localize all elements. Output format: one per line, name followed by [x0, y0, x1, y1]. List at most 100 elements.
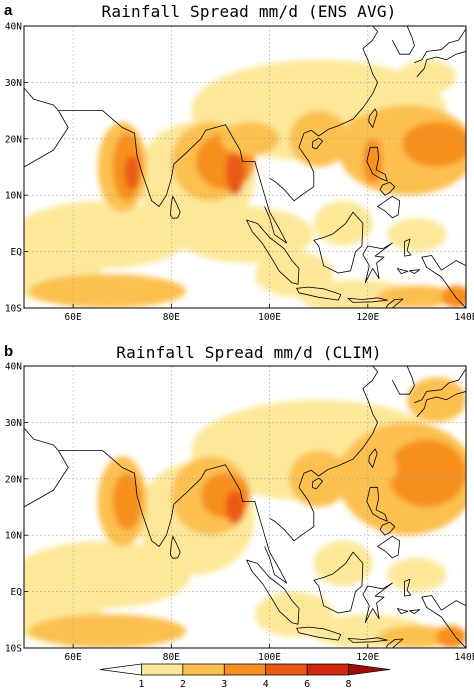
rainfall-patch — [220, 121, 280, 156]
island-outline — [404, 238, 412, 257]
rainfall-patch — [387, 557, 447, 592]
island-outline — [411, 307, 451, 308]
rainfall-patch — [225, 150, 245, 196]
island-outline — [385, 298, 404, 308]
rainfall-patch — [387, 217, 447, 252]
rainfall-patch — [313, 540, 373, 586]
island-outline — [396, 608, 409, 614]
island-outline — [313, 211, 364, 274]
coastline — [58, 450, 288, 584]
lon-tick-label: 100E — [258, 312, 281, 323]
rainfall-patch — [387, 439, 466, 507]
coastline — [414, 28, 466, 64]
rainfall-patch — [124, 155, 140, 190]
panel-b-letter: b — [4, 343, 14, 360]
coastlines — [24, 26, 466, 308]
coastline — [269, 366, 378, 542]
coastline — [58, 110, 288, 244]
lat-tick-label: 20N — [5, 474, 22, 485]
lat-tick-label: EQ — [11, 587, 23, 598]
rainfall-patch — [112, 473, 142, 530]
island-outline — [311, 477, 323, 490]
colorbar-swatch — [265, 663, 308, 676]
colorbar: 1 2 3 4 6 8 — [99, 663, 391, 690]
colorbar-swatch — [223, 663, 267, 676]
lat-tick-label: 20N — [5, 134, 22, 145]
island-outline — [379, 181, 396, 196]
rainfall-patch — [377, 625, 457, 648]
coastline — [391, 26, 415, 55]
island-outline — [379, 521, 396, 536]
island-outline — [313, 551, 364, 614]
panel-b-map: 60E 80E 100E 120E 140E 40N 30N 20N 10N EQ 10S — [5, 362, 474, 664]
lon-tick-label: 140E — [455, 312, 474, 323]
coastline — [416, 42, 466, 78]
island-outline — [385, 638, 404, 648]
island-outline — [170, 195, 181, 219]
island-outline — [362, 582, 393, 623]
lon-tick-label: 140E — [455, 652, 474, 663]
colorbar-label: 4 — [263, 679, 269, 690]
island-outline — [421, 595, 466, 648]
colorbar-swatch — [141, 663, 184, 676]
coastline — [24, 427, 69, 508]
panel-a-letter: a — [4, 2, 13, 19]
rainfall-patch — [289, 110, 349, 167]
lat-tick-label: 40N — [5, 22, 22, 33]
lat-tick-label: 30N — [5, 418, 22, 429]
coastlines — [24, 366, 466, 648]
lon-tick-label: 80E — [163, 652, 180, 663]
island-outline — [409, 609, 421, 614]
island-outline — [296, 626, 342, 641]
coastline — [269, 26, 378, 202]
rainfall-patch — [362, 138, 383, 184]
colorbar-label: 8 — [346, 679, 352, 690]
map-frame — [23, 25, 467, 309]
island-outline — [421, 255, 466, 308]
island-outline — [347, 637, 388, 643]
lon-tick-label: 120E — [356, 312, 379, 323]
island-outline — [347, 297, 388, 303]
coastline — [391, 366, 415, 395]
colorbar-swatch — [182, 663, 225, 676]
colorbar-swatch — [348, 663, 391, 676]
island-outline — [409, 269, 421, 274]
lat-tick-label: 40N — [5, 362, 22, 373]
rainfall-patch — [407, 377, 466, 423]
colorbar-label: 6 — [304, 679, 310, 690]
rainfall-patch — [436, 625, 466, 648]
lon-tick-label: 80E — [163, 312, 180, 323]
lon-tick-label: 60E — [65, 312, 82, 323]
map-frame — [23, 365, 467, 649]
lon-tick-label: 120E — [356, 652, 379, 663]
rainfall-patch — [377, 285, 457, 308]
rainfall-patch — [402, 121, 466, 167]
island-outline — [368, 448, 378, 468]
island-outline — [396, 268, 409, 274]
island-outline — [170, 535, 181, 559]
island-outline — [368, 108, 378, 128]
rainfall-patch — [28, 274, 187, 308]
rainfall-patch — [313, 200, 373, 246]
coastline — [416, 382, 466, 418]
colorbar-label: 1 — [138, 679, 144, 690]
lat-tick-label: 10S — [5, 304, 22, 315]
panel-b-title: Rainfall Spread mm/d (CLIM) — [116, 343, 382, 362]
rainfall-patch — [441, 285, 466, 308]
island-outline — [377, 535, 401, 559]
colorbar-swatch — [99, 663, 142, 676]
coastline — [24, 87, 69, 168]
lat-tick-label: 30N — [5, 78, 22, 89]
rainfall-patch — [225, 490, 245, 524]
lon-tick-label: 60E — [65, 652, 82, 663]
rainfall-patch — [289, 450, 349, 507]
lat-tick-label: 10N — [5, 191, 22, 202]
colorbar-label: 3 — [221, 679, 227, 690]
rainfall-patch — [397, 59, 457, 94]
island-outline — [362, 242, 393, 283]
colorbar-label: 2 — [180, 679, 186, 690]
island-outline — [366, 146, 388, 182]
lat-tick-label: 10N — [5, 531, 22, 542]
rainfall-patch — [28, 614, 187, 648]
island-outline — [404, 578, 412, 597]
